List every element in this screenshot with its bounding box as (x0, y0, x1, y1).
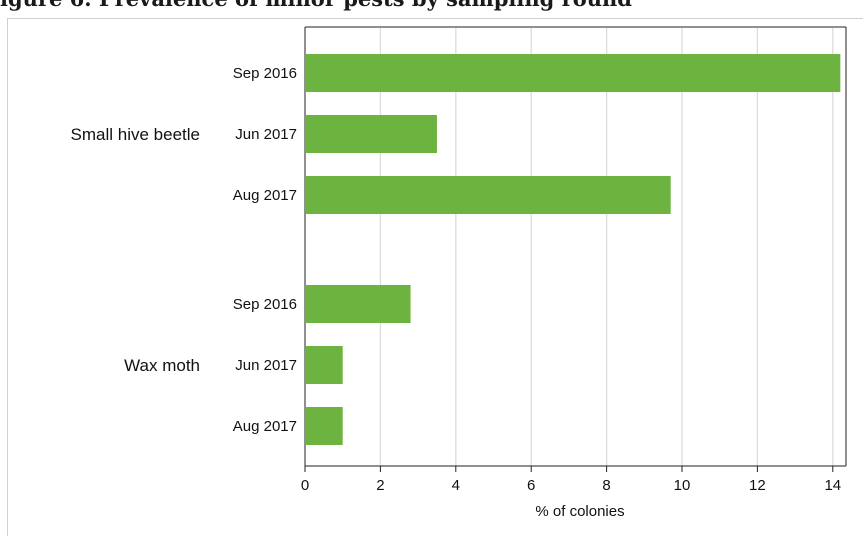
x-tick-label: 14 (824, 477, 841, 494)
bar (306, 285, 411, 323)
bars (306, 54, 841, 445)
x-tick-label: 10 (674, 477, 691, 494)
x-tick-label: 8 (602, 477, 610, 494)
chart-frame (7, 18, 863, 536)
x-tick-label: 0 (301, 477, 309, 494)
bar (306, 115, 437, 153)
category-label: Jun 2017 (235, 357, 297, 374)
grid-lines (379, 28, 834, 466)
bar (306, 176, 671, 214)
x-tick-label: 12 (749, 477, 766, 494)
category-label: Aug 2017 (233, 187, 297, 204)
category-label: Sep 2016 (233, 296, 297, 313)
category-labels: Sep 2016 Jun 2017 Aug 2017 Small hive beetl… (71, 65, 297, 435)
x-axis-title: % of colonies (535, 503, 624, 520)
category-label: Sep 2016 (233, 65, 297, 82)
category-label: Aug 2017 (233, 418, 297, 435)
bar (306, 407, 343, 445)
x-tick-label: 2 (376, 477, 384, 494)
group-label: Wax moth (124, 356, 200, 375)
bar (306, 54, 841, 92)
group-label: Small hive beetle (71, 125, 200, 144)
x-tick-label: 4 (452, 477, 460, 494)
category-label: Jun 2017 (235, 126, 297, 143)
bar (306, 346, 343, 384)
x-axis: 0 2 4 6 8 10 12 14 (301, 26, 847, 494)
figure-title: igure 6. Prevalence of minor pests by sa… (0, 0, 863, 12)
x-tick-label: 6 (527, 477, 535, 494)
